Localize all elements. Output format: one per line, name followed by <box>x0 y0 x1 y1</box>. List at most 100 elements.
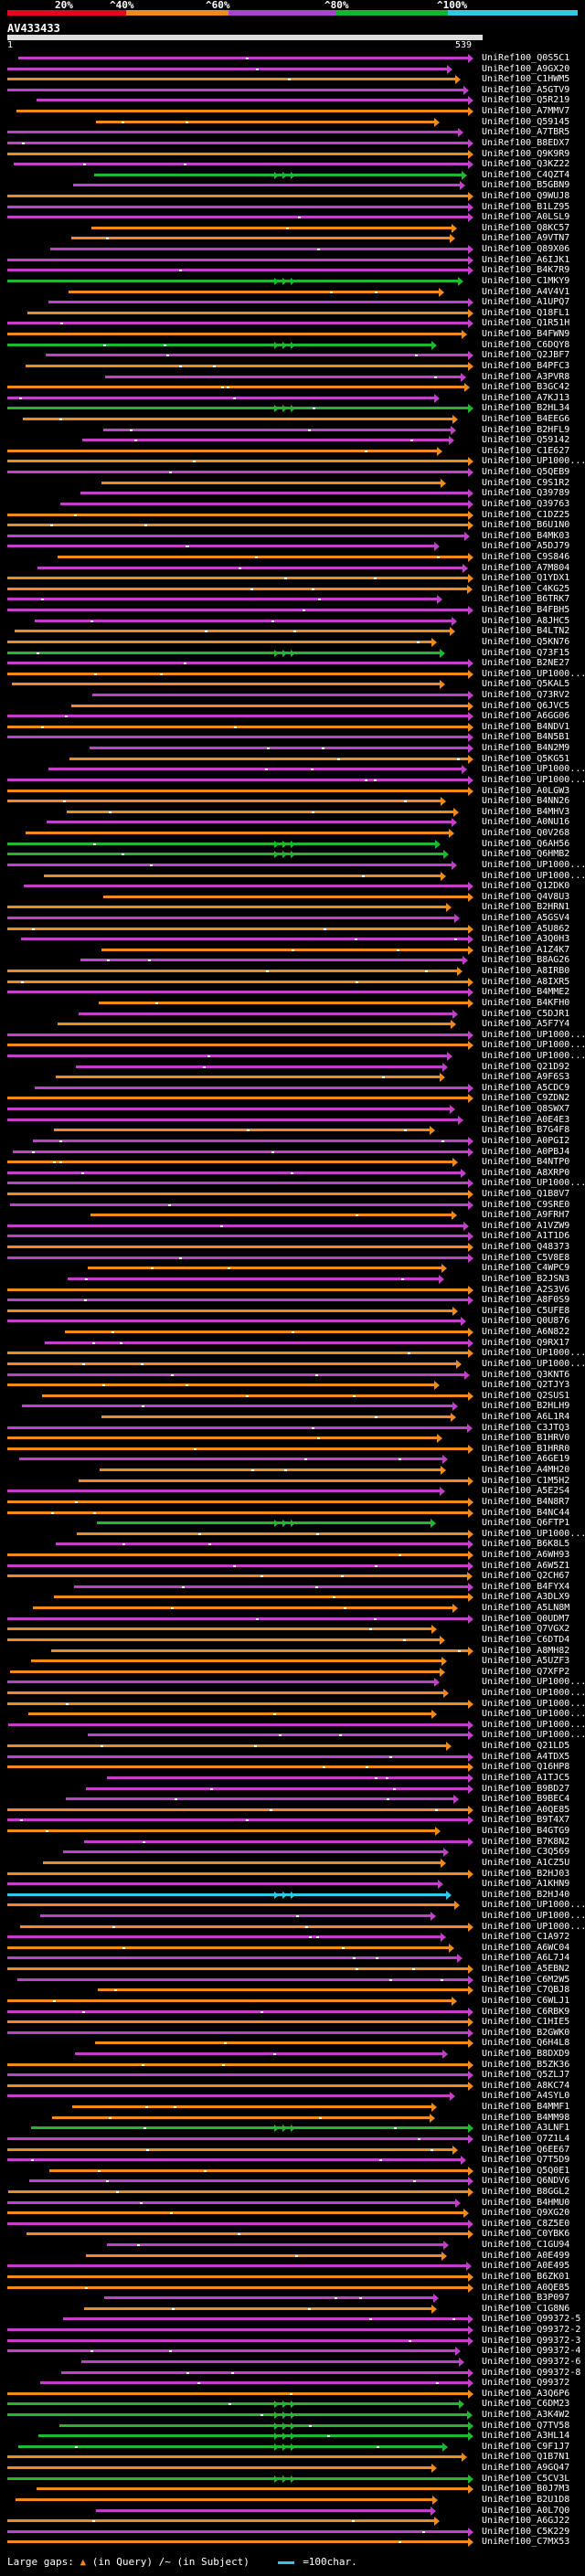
hit-row[interactable]: UniRef100_Q5R219 <box>0 94 585 106</box>
hit-row[interactable]: UniRef100_B2HFL9 <box>0 424 585 436</box>
hit-label[interactable]: UniRef100_B2HLH9 <box>482 1401 570 1412</box>
hit-label[interactable]: UniRef100_A0PGI2 <box>482 1135 570 1146</box>
hit-label[interactable]: UniRef100_Q7TV58 <box>482 2420 570 2431</box>
hit-row[interactable]: UniRef100_Q21LD5 <box>0 1740 585 1752</box>
hit-label[interactable]: UniRef100_Q6NDV6 <box>482 2176 570 2187</box>
hit-label[interactable]: UniRef100_Q73F15 <box>482 647 570 658</box>
alignment-bar[interactable] <box>7 1232 473 1242</box>
alignment-bar[interactable] <box>7 2453 467 2463</box>
hit-row[interactable]: UniRef100_B4MK03 <box>0 530 585 542</box>
hit-row[interactable]: UniRef100_A4SYL0 <box>0 2090 585 2102</box>
hit-row[interactable]: UniRef100_C1A972 <box>0 1931 585 1943</box>
hit-row[interactable]: UniRef100_A6N822 <box>0 1326 585 1338</box>
hit-row[interactable]: UniRef100_Q99372-2 <box>0 2324 585 2336</box>
hit-row[interactable]: UniRef100_Q2SUS1 <box>0 1390 585 1402</box>
alignment-bar[interactable] <box>71 234 455 244</box>
hit-row[interactable]: UniRef100_A8JHC5 <box>0 615 585 627</box>
hit-label[interactable]: UniRef100_A6WC04 <box>482 1942 570 1953</box>
alignment-bar[interactable] <box>7 2092 455 2102</box>
hit-label[interactable]: UniRef100_B4FWN9 <box>482 329 570 340</box>
hit-row[interactable]: UniRef100_Q6HMB2 <box>0 848 585 860</box>
alignment-bar[interactable] <box>7 1635 445 1645</box>
alignment-bar[interactable] <box>31 1657 447 1667</box>
hit-label[interactable]: UniRef100_C8Z5E0 <box>482 2218 570 2229</box>
hit-row[interactable]: UniRef100_A5UZF3 <box>0 1655 585 1667</box>
hit-row[interactable]: UniRef100_B4N5B1 <box>0 731 585 743</box>
hit-row[interactable]: UniRef100_A0QE85 <box>0 2282 585 2294</box>
hit-label[interactable]: UniRef100_C5V8E8 <box>482 1252 570 1263</box>
alignment-bar[interactable] <box>52 2113 435 2123</box>
alignment-bar[interactable] <box>48 298 473 308</box>
hit-row[interactable]: UniRef100_UP1000... <box>0 1050 585 1062</box>
hit-row[interactable]: UniRef100_Q2JBF7 <box>0 349 585 361</box>
hit-label[interactable]: UniRef100_A5U862 <box>482 923 570 934</box>
alignment-bar[interactable] <box>7 2134 473 2144</box>
alignment-bar[interactable] <box>7 1306 458 1316</box>
alignment-bar[interactable] <box>7 521 473 531</box>
alignment-bar[interactable] <box>7 967 463 977</box>
hit-label[interactable]: UniRef100_UP1000... <box>482 1348 585 1359</box>
hit-label[interactable]: UniRef100_Q0S5C1 <box>482 53 570 63</box>
hit-label[interactable]: UniRef100_Q99372 <box>482 2378 570 2389</box>
hit-row[interactable]: UniRef100_UP1000... <box>0 1729 585 1741</box>
alignment-bar[interactable] <box>88 1264 447 1274</box>
hit-row[interactable]: UniRef100_C4KG25 <box>0 583 585 595</box>
hit-label[interactable]: UniRef100_C7MX53 <box>482 2537 570 2548</box>
hit-row[interactable]: UniRef100_C7QBJ8 <box>0 1984 585 1996</box>
hit-row[interactable]: UniRef100_A6GG06 <box>0 710 585 722</box>
hit-label[interactable]: UniRef100_B2U1D8 <box>482 2494 570 2505</box>
hit-row[interactable]: UniRef100_A0E4E3 <box>0 1114 585 1126</box>
alignment-bar[interactable] <box>7 1359 462 1369</box>
hit-row[interactable]: UniRef100_C9ZDN2 <box>0 1092 585 1104</box>
hit-row[interactable]: UniRef100_C6DM23 <box>0 2398 585 2410</box>
hit-label[interactable]: UniRef100_B4EEG6 <box>482 413 570 424</box>
hit-row[interactable]: UniRef100_Q39789 <box>0 487 585 499</box>
alignment-bar[interactable] <box>51 1646 473 1656</box>
hit-row[interactable]: UniRef100_A6W5Z1 <box>0 1560 585 1572</box>
hit-label[interactable]: UniRef100_Q6HMB2 <box>482 849 570 860</box>
alignment-bar[interactable] <box>7 1094 473 1104</box>
hit-row[interactable]: UniRef100_Q16HP8 <box>0 1761 585 1773</box>
alignment-bar[interactable] <box>69 287 444 297</box>
hit-label[interactable]: UniRef100_A5GSV4 <box>482 912 570 923</box>
hit-label[interactable]: UniRef100_Q5KAL5 <box>482 679 570 690</box>
hit-row[interactable]: UniRef100_B5GBN9 <box>0 179 585 191</box>
alignment-bar[interactable] <box>22 1402 458 1412</box>
hit-row[interactable]: UniRef100_A7M804 <box>0 562 585 574</box>
alignment-bar[interactable] <box>7 383 470 393</box>
hit-label[interactable]: UniRef100_Q73RV2 <box>482 690 570 701</box>
hit-label[interactable]: UniRef100_A6L7J4 <box>482 1953 570 1964</box>
hit-row[interactable]: UniRef100_A0PBJ4 <box>0 1146 585 1158</box>
hit-row[interactable]: UniRef100_Q5ZLJ7 <box>0 2069 585 2081</box>
hit-row[interactable]: UniRef100_Q99372-3 <box>0 2335 585 2347</box>
hit-row[interactable]: UniRef100_A1UPQ7 <box>0 296 585 308</box>
hit-label[interactable]: UniRef100_B6TRK7 <box>482 594 570 605</box>
hit-label[interactable]: UniRef100_Q89X06 <box>482 244 570 255</box>
alignment-bar[interactable] <box>7 1752 473 1762</box>
hit-label[interactable]: UniRef100_B4HMU0 <box>482 2197 570 2208</box>
alignment-bar[interactable] <box>91 223 457 233</box>
hit-row[interactable]: UniRef100_C6DTD4 <box>0 1634 585 1646</box>
alignment-bar[interactable] <box>12 680 445 690</box>
hit-label[interactable]: UniRef100_C0YBK6 <box>482 2229 570 2240</box>
hit-row[interactable]: UniRef100_B1LZ95 <box>0 201 585 213</box>
hit-label[interactable]: UniRef100_Q39789 <box>482 488 570 499</box>
hit-row[interactable]: UniRef100_A6GE19 <box>0 1453 585 1465</box>
hit-row[interactable]: UniRef100_B4FWN9 <box>0 328 585 340</box>
hit-row[interactable]: UniRef100_UP1000... <box>0 1687 585 1699</box>
alignment-bar[interactable] <box>7 637 437 647</box>
hit-label[interactable]: UniRef100_B2HRN1 <box>482 902 570 913</box>
hit-label[interactable]: UniRef100_B7G4F8 <box>482 1125 570 1136</box>
hit-label[interactable]: UniRef100_A9GQ47 <box>482 2463 570 2474</box>
hit-row[interactable]: UniRef100_B8DXD9 <box>0 2048 585 2060</box>
hit-label[interactable]: UniRef100_UP1000... <box>482 1910 585 1921</box>
hit-row[interactable]: UniRef100_UP1000... <box>0 1029 585 1041</box>
hit-label[interactable]: UniRef100_C1HIE5 <box>482 2017 570 2028</box>
hit-row[interactable]: UniRef100_B4MMF1 <box>0 2101 585 2113</box>
hit-row[interactable]: UniRef100_UP1000... <box>0 1347 585 1359</box>
hit-row[interactable]: UniRef100_A0E495 <box>0 2260 585 2272</box>
hit-row[interactable]: UniRef100_B1HRV0 <box>0 1432 585 1444</box>
hit-label[interactable]: UniRef100_A9F6S3 <box>482 1072 570 1083</box>
hit-row[interactable]: UniRef100_A8IXR5 <box>0 976 585 988</box>
hit-row[interactable]: UniRef100_C1DZ25 <box>0 509 585 521</box>
